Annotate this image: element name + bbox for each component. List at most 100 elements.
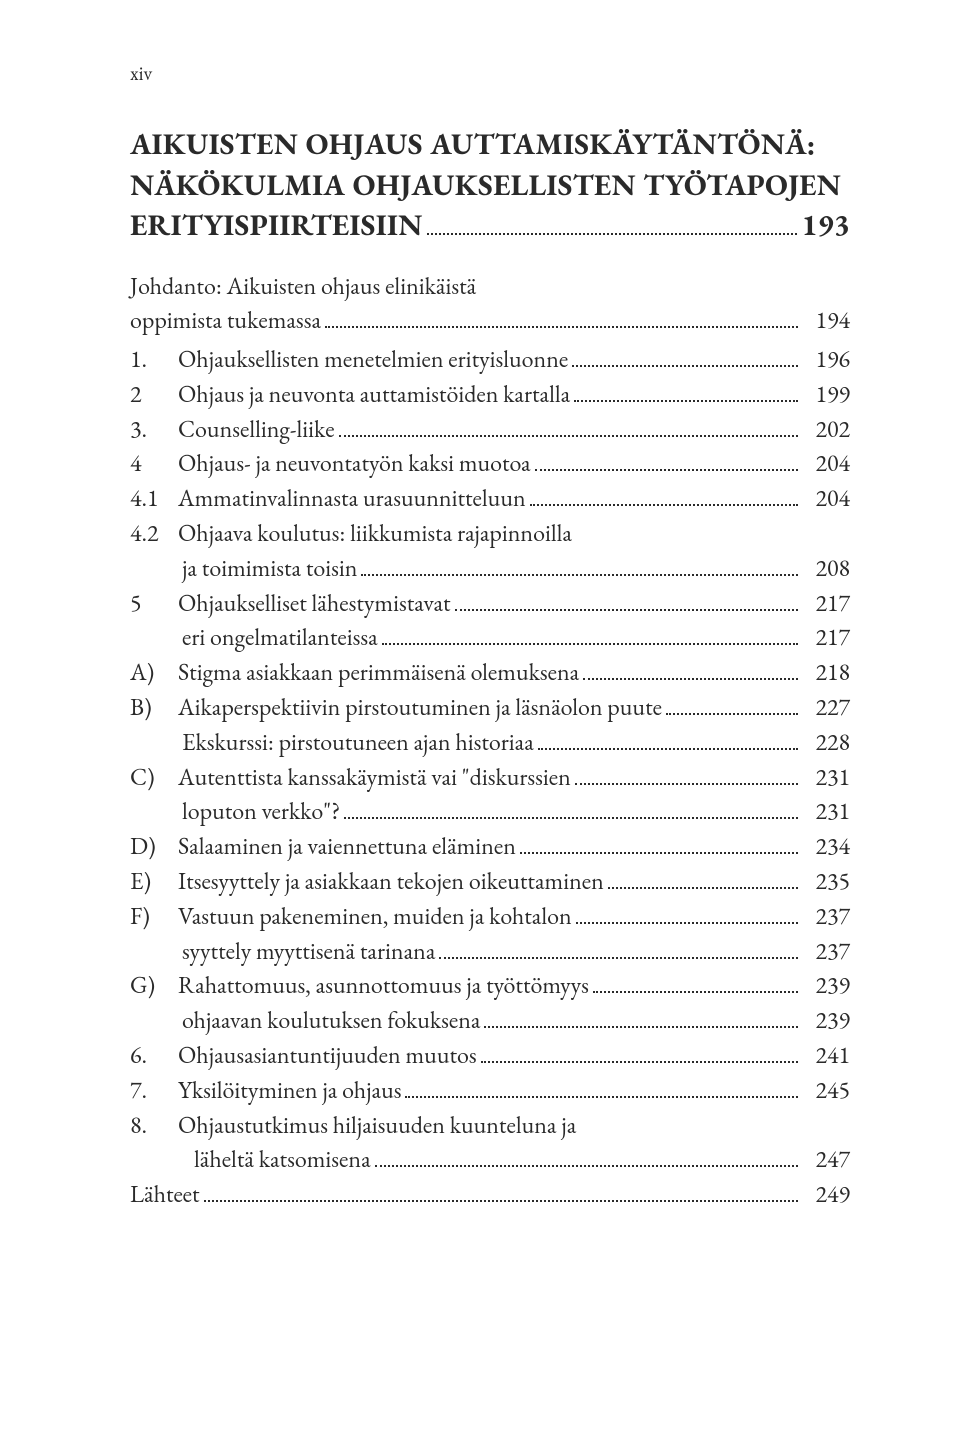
toc-row: 5Ohjaukselliset lähestymistavat217 (130, 587, 850, 622)
leader-dots (576, 922, 798, 924)
intro-line2-row: oppimista tukemassa 194 (130, 304, 850, 339)
toc-marker: C) (130, 761, 178, 796)
toc-page: 239 (802, 1004, 850, 1039)
toc-marker: 3. (130, 413, 178, 448)
toc-continuation-row: Ekskurssi: pirstoutuneen ajan historiaa 2… (130, 726, 850, 761)
leader-dots (481, 1061, 798, 1063)
leader-dots (520, 852, 798, 854)
leader-dots (593, 991, 798, 993)
leader-dots (204, 1200, 798, 1202)
toc-continuation-label: loputon verkko"? (182, 795, 340, 830)
lahteet-label: Lähteet (130, 1178, 200, 1213)
leader-dots (325, 326, 798, 328)
leader-dots (375, 1165, 798, 1167)
toc-marker: G) (130, 969, 178, 1004)
toc-continuation-label: ja toimimista toisin (182, 552, 357, 587)
toc-row: 4.1Ammatinvalinnasta urasuunnitteluun204 (130, 482, 850, 517)
intro-entry: Johdanto: Aikuisten ohjaus elinikäistä o… (130, 270, 850, 340)
leader-dots (538, 748, 798, 750)
toc-label: Aikaperspektiivin pirstoutuminen ja läsn… (178, 691, 662, 726)
toc-page: 245 (802, 1074, 850, 1109)
toc-row: C)Autenttista kanssakäymistä vai "diskur… (130, 761, 850, 796)
toc-marker: A) (130, 656, 178, 691)
toc-page: 239 (802, 969, 850, 1004)
toc-marker: 6. (130, 1039, 178, 1074)
intro-line2: oppimista tukemassa (130, 304, 321, 339)
toc-marker: 2 (130, 378, 178, 413)
toc-continuation-row: ohjaavan koulutuksen fokuksena239 (130, 1004, 850, 1039)
toc-label: Ohjaus ja neuvonta auttamistöiden kartal… (178, 378, 570, 413)
toc-marker: D) (130, 830, 178, 865)
toc-label: Salaaminen ja vaiennettuna eläminen (178, 830, 516, 865)
toc-row: 1.Ohjauksellisten menetelmien erityisluo… (130, 343, 850, 378)
leader-dots (427, 233, 798, 235)
leader-dots (361, 574, 798, 576)
toc-marker: E) (130, 865, 178, 900)
toc-page: 202 (802, 413, 850, 448)
toc-page: 234 (802, 830, 850, 865)
section-title-line-with-page: ERITYISPIIRTEISIIN 193 (130, 205, 850, 246)
toc-continuation-row: loputon verkko"? 231 (130, 795, 850, 830)
toc-row: 3.Counselling-liike 202 (130, 413, 850, 448)
toc-label: Ammatinvalinnasta urasuunnitteluun (178, 482, 526, 517)
toc-page: 235 (802, 865, 850, 900)
toc-label: Ohjaus- ja neuvontatyön kaksi muotoa (178, 447, 531, 482)
toc-row: 6.Ohjausasiantuntijuuden muutos 241 (130, 1039, 850, 1074)
toc-marker: 7. (130, 1074, 178, 1109)
leader-dots (572, 365, 798, 367)
page-number: xiv (130, 60, 850, 86)
leader-dots (439, 957, 798, 959)
toc-label: Itsesyyttely ja asiakkaan tekojen oikeut… (178, 865, 604, 900)
toc-page: 196 (802, 343, 850, 378)
toc-continuation-label: läheltä katsomisena (194, 1143, 371, 1178)
section-page: 193 (801, 205, 850, 246)
leader-dots (339, 435, 798, 437)
toc-page: 199 (802, 378, 850, 413)
toc-continuation-row: ja toimimista toisin208 (130, 552, 850, 587)
toc-continuation-row: syyttely myyttisenä tarinana237 (130, 935, 850, 970)
toc-page: 247 (802, 1143, 850, 1178)
table-of-contents: Johdanto: Aikuisten ohjaus elinikäistä o… (130, 270, 850, 1214)
toc-label: Autenttista kanssakäymistä vai "diskurss… (178, 761, 571, 796)
leader-dots (405, 1096, 798, 1098)
toc-page: 231 (802, 761, 850, 796)
toc-marker: 4.1 (130, 482, 178, 517)
toc-row: 7.Yksilöityminen ja ohjaus245 (130, 1074, 850, 1109)
toc-page: 237 (802, 900, 850, 935)
toc-row: D) Salaaminen ja vaiennettuna eläminen 23… (130, 830, 850, 865)
toc-page: 241 (802, 1039, 850, 1074)
toc-row: 2Ohjaus ja neuvonta auttamistöiden karta… (130, 378, 850, 413)
lahteet-row: Lähteet 249 (130, 1178, 850, 1213)
toc-page: 231 (802, 795, 850, 830)
toc-row: A)Stigma asiakkaan perimmäisenä olemukse… (130, 656, 850, 691)
lahteet-page: 249 (802, 1178, 850, 1213)
toc-page: 217 (802, 587, 850, 622)
leader-dots (583, 678, 798, 680)
toc-label: Ohjaava koulutus: liikkumista rajapinnoi… (178, 517, 572, 552)
toc-page: 204 (802, 447, 850, 482)
leader-dots (455, 609, 798, 611)
toc-row: B)Aikaperspektiivin pirstoutuminen ja lä… (130, 691, 850, 726)
toc-marker: 1. (130, 343, 178, 378)
toc-label: Ohjaukselliset lähestymistavat (178, 587, 451, 622)
toc-continuation-label: Ekskurssi: pirstoutuneen ajan historiaa (182, 726, 534, 761)
toc-label: Ohjausasiantuntijuuden muutos (178, 1039, 477, 1074)
leader-dots (535, 469, 798, 471)
leader-dots (608, 887, 798, 889)
toc-label: Stigma asiakkaan perimmäisenä olemuksena (178, 656, 579, 691)
leader-dots (666, 713, 798, 715)
leader-dots (530, 504, 798, 506)
toc-marker: 4.2 (130, 517, 178, 552)
toc-page: 217 (802, 621, 850, 656)
section-title-text: ERITYISPIIRTEISIIN (130, 205, 423, 246)
toc-page: 218 (802, 656, 850, 691)
intro-page: 194 (802, 304, 850, 339)
toc-marker: 4 (130, 447, 178, 482)
toc-page: 228 (802, 726, 850, 761)
toc-marker: B) (130, 691, 178, 726)
toc-page: 227 (802, 691, 850, 726)
leader-dots (574, 400, 798, 402)
intro-line1: Johdanto: Aikuisten ohjaus elinikäistä (130, 270, 850, 305)
toc-label: Counselling-liike (178, 413, 335, 448)
leader-dots (484, 1026, 798, 1028)
